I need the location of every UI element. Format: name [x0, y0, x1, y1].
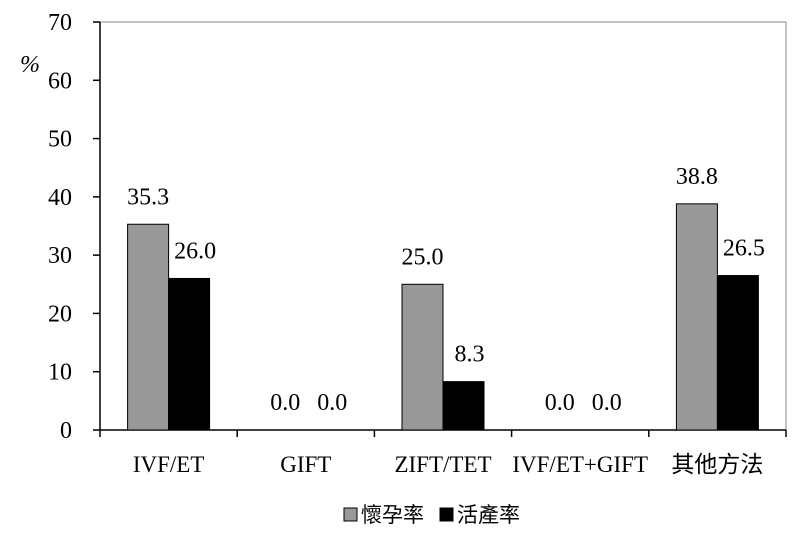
data-label: 0.0 — [317, 390, 347, 416]
bar — [716, 275, 759, 431]
data-label: 0.0 — [592, 390, 622, 416]
bar — [675, 203, 718, 431]
x-category-label: IVF/ET — [133, 452, 205, 477]
data-label: 26.0 — [174, 238, 216, 264]
y-tick-label: 20 — [48, 301, 72, 327]
bar — [442, 381, 485, 431]
y-tick-label: 40 — [48, 185, 72, 211]
x-category-label: 其他方法 — [671, 452, 763, 477]
x-category-label: GIFT — [280, 452, 331, 477]
y-tick-label: 70 — [48, 10, 72, 36]
legend-swatch — [439, 507, 454, 522]
bar — [168, 277, 211, 431]
y-tick-label: 0 — [60, 418, 72, 444]
legend-swatch — [343, 507, 358, 522]
y-tick-label: 50 — [48, 127, 72, 153]
data-label: 0.0 — [545, 390, 575, 416]
x-category-label: IVF/ET+GIFT — [512, 452, 648, 477]
data-label: 38.8 — [676, 164, 718, 190]
bar — [127, 223, 170, 431]
data-label: 26.5 — [723, 236, 765, 262]
bar — [401, 283, 444, 431]
legend-label: 懷孕率 — [361, 503, 424, 527]
y-axis-unit-label: % — [20, 52, 40, 78]
legend-label: 活產率 — [457, 503, 520, 527]
y-tick-label: 60 — [48, 68, 72, 94]
y-tick-label: 10 — [48, 360, 72, 386]
data-label: 0.0 — [270, 390, 300, 416]
data-label: 25.0 — [402, 244, 444, 270]
data-label: 8.3 — [455, 342, 485, 368]
data-label: 35.3 — [127, 184, 169, 210]
x-category-label: ZIFT/TET — [394, 452, 491, 477]
y-tick-label: 30 — [48, 243, 72, 269]
